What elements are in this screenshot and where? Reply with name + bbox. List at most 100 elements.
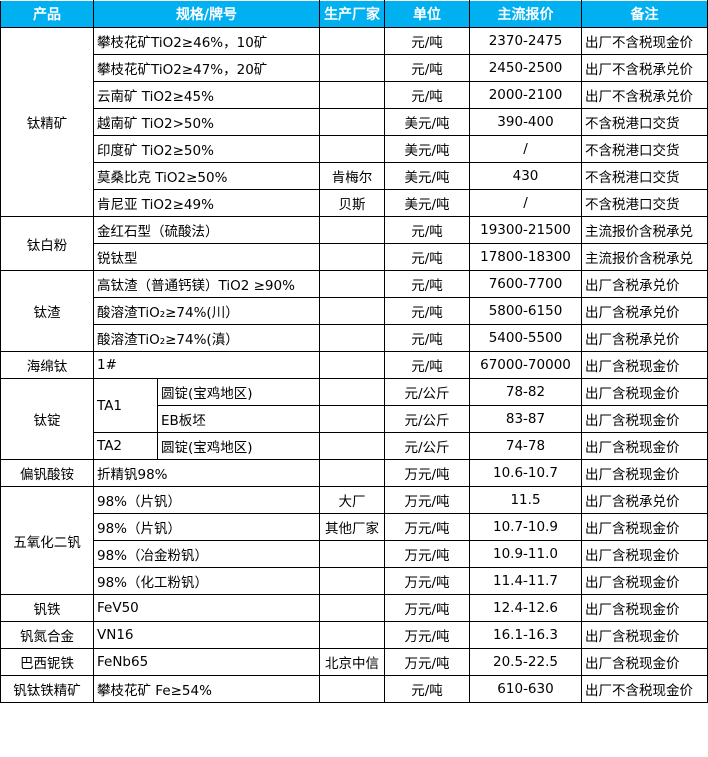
- header-spec: 规格/牌号: [93, 0, 320, 28]
- spec-cell: 攀枝花矿TiO2≥46%，10矿: [93, 27, 320, 55]
- price-cell: /: [469, 135, 582, 163]
- note-cell: 出厂含税现金价: [581, 567, 708, 595]
- unit-cell: 万元/吨: [384, 459, 470, 487]
- table-row: 钛白粉 金红石型（硫酸法） 元/吨 19300-21500 主流报价含税承兑: [0, 216, 708, 271]
- spec-cell: 印度矿 TiO2≥50%: [93, 135, 320, 163]
- maker-cell: 北京中信: [319, 648, 385, 676]
- note-cell: 出厂含税现金价: [581, 594, 708, 622]
- price-cell: 5800-6150: [469, 297, 582, 325]
- price-cell: 67000-70000: [469, 351, 582, 379]
- note-cell: 出厂不含税承兑价: [581, 54, 708, 82]
- spec-cell: 圆锭(宝鸡地区): [157, 432, 320, 460]
- maker-cell: [319, 594, 385, 622]
- unit-cell: 元/吨: [384, 216, 470, 244]
- product-cell: 偏钒酸铵: [0, 459, 94, 487]
- spec-cell: EB板坯: [157, 405, 320, 433]
- table-row: 攀枝花矿TiO2≥47%，20矿 元/吨 2450-2500 出厂不含税承兑价: [1, 54, 708, 82]
- maker-cell: [319, 351, 385, 379]
- spec-cell: 高钛渣（普通钙镁）TiO2 ≥90%: [93, 270, 320, 298]
- maker-cell: [319, 54, 385, 82]
- spec-cell: 攀枝花矿TiO2≥47%，20矿: [93, 54, 320, 82]
- unit-cell: 美元/吨: [384, 108, 470, 136]
- unit-cell: 万元/吨: [384, 648, 470, 676]
- unit-cell: 万元/吨: [384, 486, 470, 514]
- maker-cell: [319, 432, 385, 460]
- product-cell: 五氧化二钒: [0, 486, 94, 595]
- table-row: 酸溶渣TiO₂≥74%(滇） 元/吨 5400-5500 出厂含税承兑价: [1, 324, 708, 352]
- maker-cell: 其他厂家: [319, 513, 385, 541]
- table-row: 印度矿 TiO2≥50% 美元/吨 / 不含税港口交货: [1, 135, 708, 163]
- maker-cell: [319, 459, 385, 487]
- table-row: 越南矿 TiO2>50% 美元/吨 390-400 不含税港口交货: [1, 108, 708, 136]
- price-cell: 78-82: [469, 378, 582, 406]
- unit-cell: 元/吨: [384, 324, 470, 352]
- unit-cell: 元/吨: [384, 27, 470, 55]
- unit-cell: 美元/吨: [384, 162, 470, 190]
- spec-cell: FeNb65: [93, 648, 320, 676]
- table-row: 锐钛型 元/吨 17800-18300 主流报价含税承兑: [1, 243, 708, 271]
- maker-cell: [319, 297, 385, 325]
- unit-cell: 万元/吨: [384, 540, 470, 568]
- maker-cell: [319, 540, 385, 568]
- unit-cell: 万元/吨: [384, 621, 470, 649]
- spec-cell: 云南矿 TiO2≥45%: [93, 81, 320, 109]
- price-cell: /: [469, 189, 582, 217]
- price-cell: 430: [469, 162, 582, 190]
- product-cell: 巴西铌铁: [0, 648, 94, 676]
- product-cell: 钛渣: [0, 270, 94, 352]
- price-cell: 11.4-11.7: [469, 567, 582, 595]
- table-row: 98%（冶金粉钒） 万元/吨 10.9-11.0 出厂含税现金价: [1, 540, 708, 568]
- product-cell: 钛锭: [0, 378, 94, 460]
- spec-cell: 莫桑比克 TiO2≥50%: [93, 162, 320, 190]
- spec-cell: 锐钛型: [93, 243, 320, 271]
- note-cell: 出厂含税承兑价: [581, 324, 708, 352]
- maker-cell: [319, 675, 385, 703]
- price-cell: 20.5-22.5: [469, 648, 582, 676]
- note-cell: 出厂含税现金价: [581, 540, 708, 568]
- note-cell: 不含税港口交货: [581, 135, 708, 163]
- note-cell: 不含税港口交货: [581, 189, 708, 217]
- spec-cell: 圆锭(宝鸡地区): [157, 378, 320, 406]
- maker-cell: [319, 108, 385, 136]
- table-row: 巴西铌铁 FeNb65 北京中信 万元/吨 20.5-22.5 出厂含税现金价: [0, 648, 708, 676]
- note-cell: 出厂含税现金价: [581, 648, 708, 676]
- price-cell: 17800-18300: [469, 243, 582, 271]
- note-cell: 主流报价含税承兑: [581, 216, 708, 244]
- price-cell: 83-87: [469, 405, 582, 433]
- table-row: 钒钛铁精矿 攀枝花矿 Fe≥54% 元/吨 610-630 出厂不含税现金价: [0, 675, 708, 703]
- unit-cell: 元/吨: [384, 270, 470, 298]
- maker-cell: [319, 324, 385, 352]
- note-cell: 出厂含税承兑价: [581, 297, 708, 325]
- price-cell: 7600-7700: [469, 270, 582, 298]
- spec-cell: FeV50: [93, 594, 320, 622]
- note-cell: 出厂含税现金价: [581, 351, 708, 379]
- table-row: 98%（片钒） 其他厂家 万元/吨 10.7-10.9 出厂含税现金价: [1, 513, 708, 541]
- maker-cell: [319, 378, 385, 406]
- spec-cell: 金红石型（硫酸法）: [93, 216, 320, 244]
- spec-cell: 越南矿 TiO2>50%: [93, 108, 320, 136]
- maker-cell: [319, 567, 385, 595]
- price-cell: 2370-2475: [469, 27, 582, 55]
- header-product: 产品: [0, 0, 94, 28]
- unit-cell: 元/吨: [384, 351, 470, 379]
- grade-cell: TA1: [93, 378, 158, 433]
- note-cell: 不含税港口交货: [581, 162, 708, 190]
- grade-cell: TA2: [93, 432, 158, 460]
- spec-cell: 酸溶渣TiO₂≥74%(滇）: [93, 324, 320, 352]
- price-cell: 10.7-10.9: [469, 513, 582, 541]
- table-row: 莫桑比克 TiO2≥50% 肯梅尔 美元/吨 430 不含税港口交货: [1, 162, 708, 190]
- unit-cell: 元/吨: [384, 243, 470, 271]
- maker-cell: [319, 270, 385, 298]
- spec-cell: 98%（冶金粉钒）: [93, 540, 320, 568]
- unit-cell: 万元/吨: [384, 594, 470, 622]
- note-cell: 不含税港口交货: [581, 108, 708, 136]
- table-row: 98%（化工粉钒） 万元/吨 11.4-11.7 出厂含税现金价: [1, 567, 708, 595]
- maker-cell: [319, 243, 385, 271]
- price-cell: 5400-5500: [469, 324, 582, 352]
- price-cell: 2450-2500: [469, 54, 582, 82]
- header-price: 主流报价: [469, 0, 582, 28]
- unit-cell: 元/吨: [384, 675, 470, 703]
- note-cell: 主流报价含税承兑: [581, 243, 708, 271]
- price-cell: 2000-2100: [469, 81, 582, 109]
- price-cell: 610-630: [469, 675, 582, 703]
